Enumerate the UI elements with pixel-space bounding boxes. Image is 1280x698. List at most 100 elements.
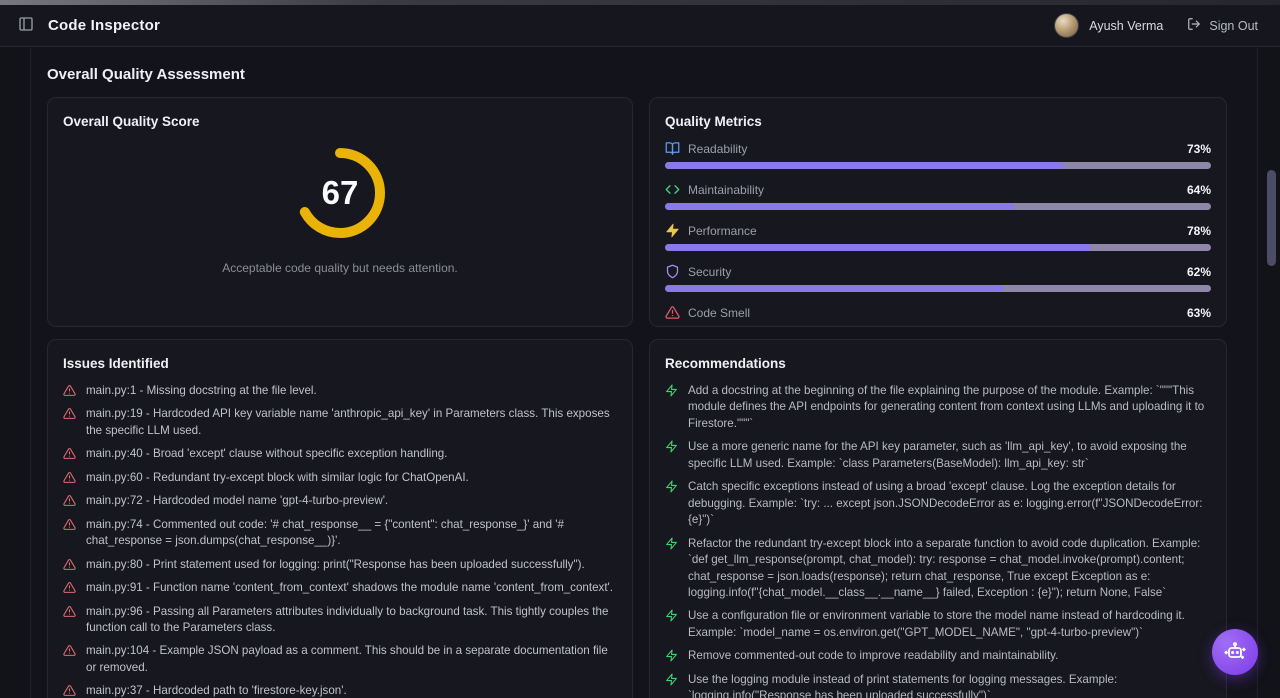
recommendation-item: Use a configuration file or environment … bbox=[665, 608, 1211, 641]
issue-text: main.py:80 - Print statement used for lo… bbox=[86, 557, 585, 571]
alert-triangle-icon bbox=[63, 518, 76, 531]
issue-text: main.py:104 - Example JSON payload as a … bbox=[86, 644, 608, 674]
metric-row: Readability 73% bbox=[665, 141, 1211, 169]
issue-text: main.py:74 - Commented out code: '# chat… bbox=[86, 517, 564, 548]
user-name: Ayush Verma bbox=[1089, 18, 1164, 33]
alert-triangle-icon bbox=[63, 581, 76, 594]
alert-triangle-icon bbox=[63, 471, 76, 484]
avatar[interactable] bbox=[1054, 13, 1080, 38]
issue-item: main.py:1 - Missing docstring at the fil… bbox=[63, 383, 617, 399]
metric-value: 62% bbox=[1186, 264, 1211, 279]
metric-bar-fill bbox=[665, 203, 1015, 210]
recommendation-item: Use a more generic name for the API key … bbox=[665, 439, 1211, 472]
issue-item: main.py:72 - Hardcoded model name 'gpt-4… bbox=[63, 493, 617, 509]
issue-item: main.py:104 - Example JSON payload as a … bbox=[63, 643, 617, 676]
book-open-icon bbox=[665, 141, 680, 156]
window-top-edge bbox=[0, 0, 1280, 5]
issue-text: main.py:96 - Passing all Parameters attr… bbox=[86, 604, 609, 634]
issue-item: main.py:40 - Broad 'except' clause witho… bbox=[63, 446, 617, 462]
score-caption: Acceptable code quality but needs attent… bbox=[222, 261, 458, 275]
page-title: Overall Quality Assessment bbox=[47, 66, 245, 83]
code-icon bbox=[665, 182, 680, 197]
metric-row: Security 62% bbox=[665, 264, 1211, 292]
metric-bar-fill bbox=[665, 244, 1091, 251]
issue-text: main.py:91 - Function name 'content_from… bbox=[86, 581, 613, 595]
issue-text: main.py:60 - Redundant try-except block … bbox=[86, 470, 469, 484]
alert-triangle-icon bbox=[63, 644, 76, 657]
issue-text: main.py:37 - Hardcoded path to 'firestor… bbox=[86, 684, 347, 698]
sidebar-toggle-button[interactable] bbox=[18, 16, 34, 35]
alert-triangle-icon bbox=[63, 407, 76, 420]
recommendations-card: Recommendations Add a docstring at the b… bbox=[649, 339, 1227, 698]
score-gauge: 67 bbox=[294, 147, 386, 239]
issue-item: main.py:91 - Function name 'content_from… bbox=[63, 580, 617, 596]
issues-list: main.py:1 - Missing docstring at the fil… bbox=[63, 383, 617, 698]
metric-bar-fill bbox=[665, 162, 1064, 169]
alert-triangle-icon bbox=[63, 494, 76, 507]
metric-row: Maintainability 64% bbox=[665, 182, 1211, 210]
issue-item: main.py:19 - Hardcoded API key variable … bbox=[63, 406, 617, 439]
zap-icon bbox=[665, 223, 680, 238]
recommendation-text: Remove commented-out code to improve rea… bbox=[688, 649, 1059, 663]
recommendation-item: Remove commented-out code to improve rea… bbox=[665, 648, 1211, 664]
top-bar: Code Inspector Ayush Verma Sign Out bbox=[0, 5, 1280, 47]
score-value: 67 bbox=[321, 174, 359, 211]
issue-item: main.py:74 - Commented out code: '# chat… bbox=[63, 517, 617, 550]
alert-triangle-icon bbox=[63, 447, 76, 460]
metric-bar-fill bbox=[665, 285, 1004, 292]
metric-bar-track bbox=[665, 162, 1211, 169]
ai-assistant-button[interactable] bbox=[1212, 629, 1258, 675]
alert-triangle-icon bbox=[63, 558, 76, 571]
alert-triangle-icon bbox=[63, 605, 76, 618]
metric-bar-track bbox=[665, 326, 1211, 327]
metric-label: Performance bbox=[688, 223, 757, 238]
metric-value: 78% bbox=[1186, 223, 1211, 238]
issues-identified-card: Issues Identified main.py:1 - Missing do… bbox=[47, 339, 633, 698]
issue-item: main.py:96 - Passing all Parameters attr… bbox=[63, 604, 617, 637]
metric-label: Security bbox=[688, 264, 732, 279]
sign-out-label: Sign Out bbox=[1209, 18, 1258, 33]
metric-label: Readability bbox=[688, 141, 748, 156]
alert-triangle-icon bbox=[63, 384, 76, 397]
scrollbar-thumb[interactable] bbox=[1267, 170, 1276, 266]
recommendation-item: Add a docstring at the beginning of the … bbox=[665, 383, 1211, 432]
metric-bar-track bbox=[665, 244, 1211, 251]
issue-item: main.py:37 - Hardcoded path to 'firestor… bbox=[63, 683, 617, 698]
issues-card-title: Issues Identified bbox=[63, 356, 169, 371]
zap-icon bbox=[665, 649, 678, 662]
score-card-title: Overall Quality Score bbox=[63, 114, 200, 129]
metrics-card-title: Quality Metrics bbox=[665, 114, 762, 129]
bot-sparkles-icon bbox=[1223, 639, 1247, 666]
metric-bar-track bbox=[665, 285, 1211, 292]
recommendation-item: Use the logging module instead of print … bbox=[665, 672, 1211, 698]
issue-text: main.py:1 - Missing docstring at the fil… bbox=[86, 384, 317, 397]
zap-icon bbox=[665, 673, 678, 686]
metric-value: 63% bbox=[1186, 305, 1211, 320]
metric-bar-fill bbox=[665, 326, 1009, 327]
sign-out-button[interactable]: Sign Out bbox=[1187, 17, 1258, 34]
metric-label: Maintainability bbox=[688, 182, 765, 197]
recommendations-card-title: Recommendations bbox=[665, 356, 786, 371]
metrics-list: Readability 73% Maintainability 64% Perf… bbox=[665, 141, 1211, 327]
metric-row: Code Smell 63% bbox=[665, 305, 1211, 327]
recommendation-text: Use a more generic name for the API key … bbox=[688, 440, 1187, 470]
logout-icon bbox=[1187, 17, 1201, 34]
issue-item: main.py:80 - Print statement used for lo… bbox=[63, 557, 617, 573]
issue-text: main.py:19 - Hardcoded API key variable … bbox=[86, 407, 610, 437]
zap-icon bbox=[665, 440, 678, 453]
metric-value: 64% bbox=[1186, 182, 1211, 197]
zap-icon bbox=[665, 537, 678, 550]
recommendation-text: Use the logging module instead of print … bbox=[688, 672, 1118, 698]
panel-left-icon bbox=[18, 16, 34, 35]
recommendation-text: Refactor the redundant try-except block … bbox=[688, 536, 1201, 599]
alert-triangle-icon bbox=[665, 305, 680, 320]
issue-item: main.py:60 - Redundant try-except block … bbox=[63, 470, 617, 486]
overall-quality-score-card: Overall Quality Score 67 Acceptable code… bbox=[47, 97, 633, 327]
zap-icon bbox=[665, 384, 678, 397]
scrollbar-track[interactable] bbox=[1262, 48, 1280, 698]
alert-triangle-icon bbox=[63, 684, 76, 697]
recommendations-list: Add a docstring at the beginning of the … bbox=[665, 383, 1211, 698]
metric-bar-track bbox=[665, 203, 1211, 210]
recommendation-text: Catch specific exceptions instead of usi… bbox=[688, 480, 1203, 527]
